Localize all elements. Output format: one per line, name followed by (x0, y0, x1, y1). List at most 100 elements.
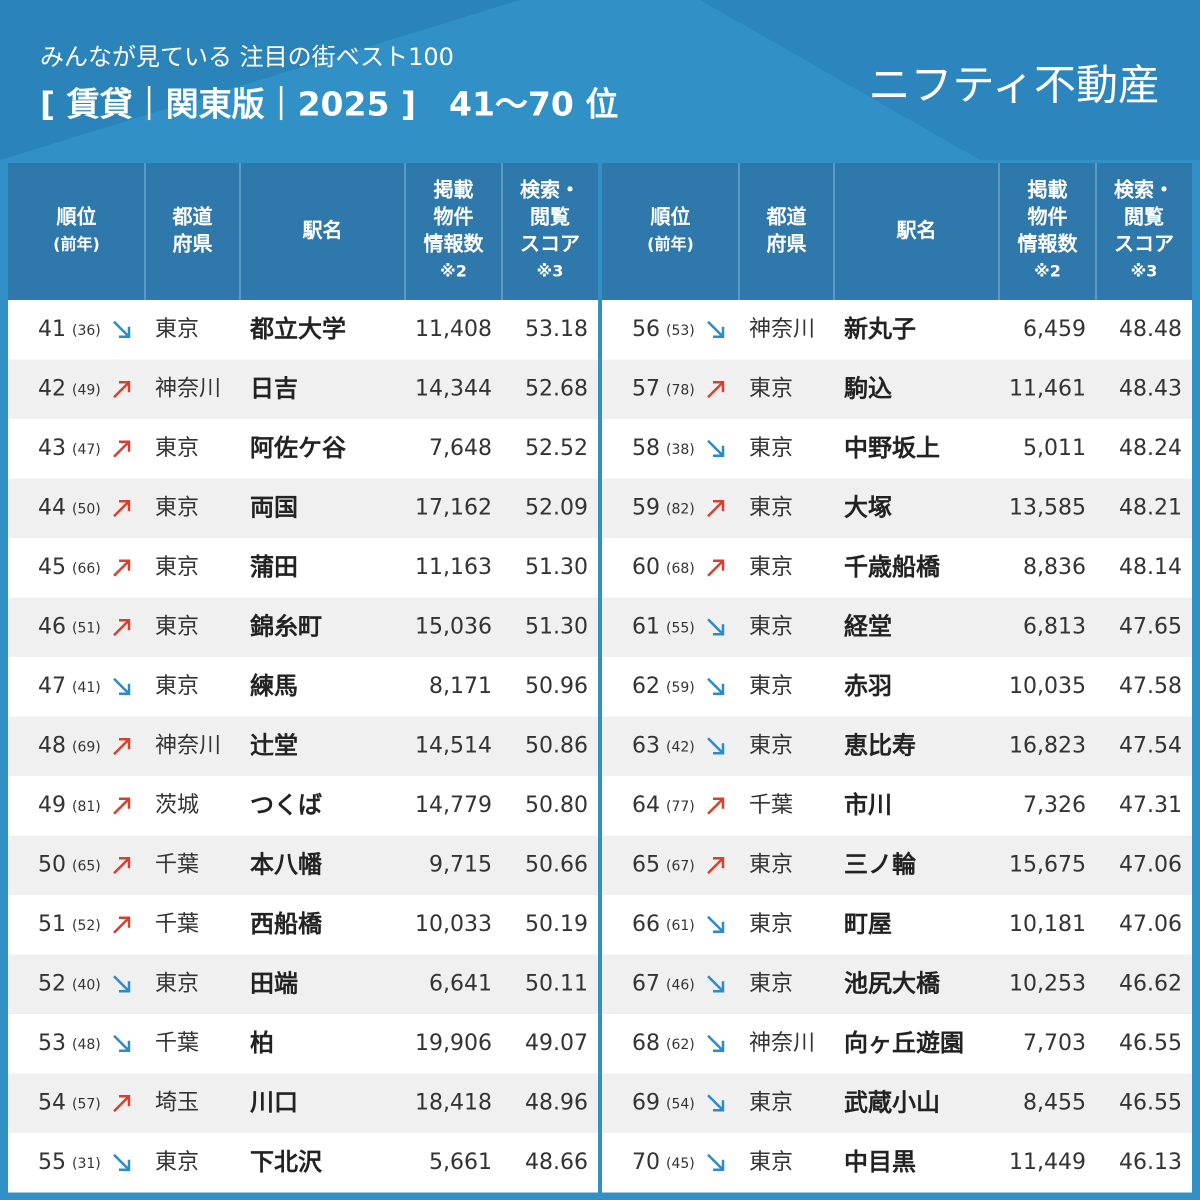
listing-count: 6,641 (429, 971, 492, 996)
trend-arrow (707, 500, 725, 518)
rank: 63 (632, 733, 660, 758)
column-header: 検索・ (520, 178, 580, 202)
prefecture: 東京 (155, 971, 199, 996)
score: 48.21 (1119, 495, 1182, 520)
previous-rank: (78) (666, 382, 695, 398)
trend-arrow (707, 677, 725, 695)
score: 50.19 (525, 912, 588, 937)
station: 辻堂 (250, 731, 298, 759)
listing-count: 7,648 (429, 436, 492, 461)
listing-count: 10,033 (415, 912, 492, 937)
rank: 59 (632, 495, 660, 520)
score: 47.06 (1119, 912, 1182, 937)
previous-rank: (67) (666, 858, 695, 874)
column-header: (前年) (647, 235, 694, 254)
station: 中野坂上 (844, 434, 940, 462)
previous-rank: (82) (666, 501, 695, 517)
previous-rank: (62) (666, 1037, 695, 1053)
previous-rank: (66) (72, 561, 101, 577)
table-row (602, 835, 1192, 895)
score: 48.43 (1119, 376, 1182, 401)
score: 53.18 (525, 317, 588, 342)
trend-arrow (113, 738, 131, 756)
column-header: 情報数 (424, 232, 485, 256)
rank: 44 (38, 495, 66, 520)
listing-count: 18,418 (415, 1090, 492, 1115)
listing-count: 10,253 (1009, 971, 1086, 996)
trend-arrow (707, 618, 725, 636)
station: 中目黒 (844, 1148, 916, 1176)
rank: 43 (38, 436, 66, 461)
table-row (602, 597, 1192, 657)
listing-count: 14,779 (415, 793, 492, 818)
rank: 46 (38, 614, 66, 639)
table-row (8, 538, 598, 598)
column-header: 掲載 (1028, 178, 1068, 202)
trend-arrow (707, 1153, 725, 1171)
listing-count: 11,461 (1009, 376, 1086, 401)
score: 46.13 (1119, 1150, 1182, 1175)
listing-count: 14,514 (415, 733, 492, 758)
rank: 57 (632, 376, 660, 401)
station: 大塚 (844, 493, 892, 521)
trend-arrow (113, 440, 131, 458)
previous-rank: (53) (666, 323, 695, 339)
listing-count: 15,036 (415, 614, 492, 639)
station: 町屋 (844, 910, 892, 938)
station: 錦糸町 (250, 612, 322, 640)
previous-rank: (45) (666, 1156, 695, 1172)
table-row (8, 597, 598, 657)
listing-count: 8,455 (1023, 1090, 1086, 1115)
rank: 67 (632, 971, 660, 996)
station: 経堂 (844, 612, 892, 640)
column-header: 閲覧 (1124, 205, 1164, 229)
station: 練馬 (250, 672, 298, 700)
prefecture: 東京 (749, 674, 793, 699)
score: 50.80 (525, 793, 588, 818)
previous-rank: (68) (666, 561, 695, 577)
score: 52.68 (525, 376, 588, 401)
score: 48.24 (1119, 436, 1182, 461)
rank: 56 (632, 317, 660, 342)
station: 向ヶ丘遊園 (844, 1029, 964, 1057)
rank: 50 (38, 852, 66, 877)
listing-count: 5,011 (1023, 436, 1086, 461)
station: 市川 (844, 791, 892, 819)
rank: 61 (632, 614, 660, 639)
listing-count: 11,163 (415, 555, 492, 580)
prefecture: 神奈川 (749, 317, 815, 342)
trend-arrow (707, 1034, 725, 1052)
bg-shape (700, 0, 1200, 160)
score: 47.31 (1119, 793, 1182, 818)
trend-arrow (113, 320, 131, 338)
table-row (8, 1014, 598, 1074)
rank: 68 (632, 1031, 660, 1056)
column-header: スコア (520, 232, 580, 256)
table-row (8, 835, 598, 895)
column-header: ※2 (440, 262, 467, 281)
station: 新丸子 (844, 315, 916, 343)
previous-rank: (41) (72, 680, 101, 696)
score: 47.06 (1119, 852, 1182, 877)
station: 西船橋 (250, 910, 323, 938)
station: 武蔵小山 (844, 1088, 940, 1116)
previous-rank: (38) (666, 442, 695, 458)
prefecture: 千葉 (749, 793, 793, 818)
station: 蒲田 (250, 553, 298, 581)
listing-count: 5,661 (429, 1150, 492, 1175)
previous-rank: (42) (666, 739, 695, 755)
score: 50.96 (525, 674, 588, 699)
rank: 65 (632, 852, 660, 877)
score: 50.66 (525, 852, 588, 877)
previous-rank: (48) (72, 1037, 101, 1053)
column-header: ※2 (1034, 262, 1061, 281)
prefecture: 東京 (749, 614, 793, 639)
listing-count: 6,459 (1023, 317, 1086, 342)
previous-rank: (69) (72, 739, 101, 755)
score: 47.58 (1119, 674, 1182, 699)
prefecture: 東京 (155, 674, 199, 699)
station: 川口 (250, 1088, 298, 1116)
prefecture: 千葉 (155, 1031, 199, 1056)
trend-arrow (707, 1094, 725, 1112)
